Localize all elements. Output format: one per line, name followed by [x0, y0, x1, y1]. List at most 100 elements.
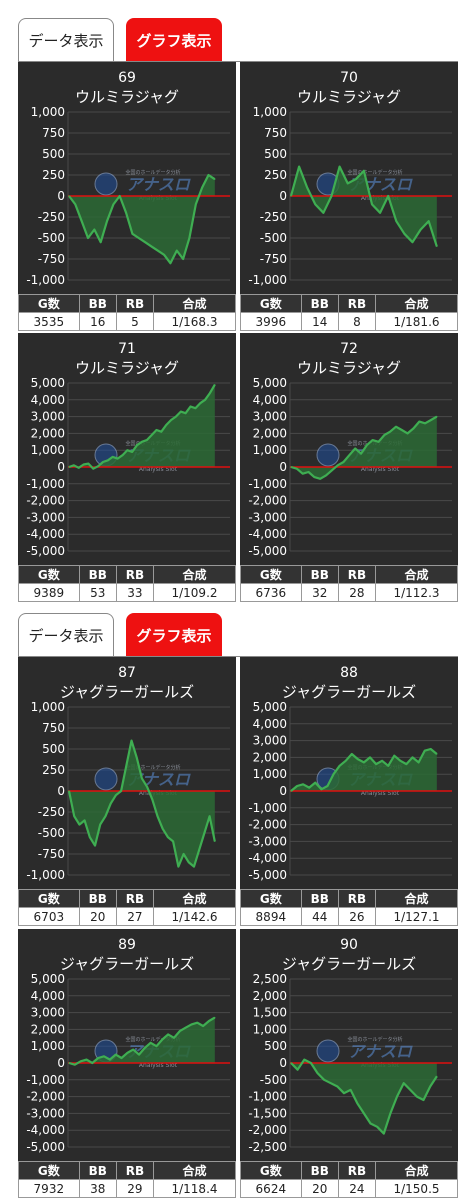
data-point: [165, 424, 167, 426]
machine-panel[interactable]: 72 ウルミラジャグ 5,000 4,000 3,000 2,000 1,000 0 -1,00…: [240, 333, 458, 602]
y-tick-label: -5,000: [26, 544, 65, 558]
data-point: [290, 1062, 292, 1064]
data-point: [179, 1030, 181, 1032]
data-point: [207, 174, 210, 176]
machine-number: 70: [340, 70, 358, 86]
y-tick-label: -2,000: [248, 818, 287, 832]
chart-background: [240, 929, 458, 1161]
stat-rb: 24: [337, 1179, 377, 1198]
data-point: [401, 429, 403, 431]
data-point: [366, 444, 368, 446]
data-point: [151, 798, 153, 800]
stats-header-row: G数 BB RB 合成: [18, 1161, 236, 1180]
data-point: [411, 241, 414, 243]
data-point: [78, 824, 80, 826]
data-point: [173, 1037, 175, 1039]
stats-header-row: G数 BB RB 合成: [240, 565, 458, 584]
stat-rb: 29: [115, 1179, 155, 1198]
data-point: [330, 1082, 332, 1084]
data-point: [74, 1064, 76, 1066]
data-view-tab[interactable]: データ表示: [18, 18, 114, 62]
data-point: [290, 195, 292, 197]
data-point: [141, 777, 143, 779]
data-point: [395, 220, 397, 222]
machine-panel[interactable]: 89 ジャグラーガールズ 5,000 4,000 3,000 2,000 1,000 0 -1,…: [18, 929, 236, 1198]
machine-name: ジャグラーガールズ: [282, 955, 416, 973]
data-point: [303, 1059, 305, 1061]
stat-bb: 20: [78, 907, 117, 926]
chart-background: [18, 62, 236, 294]
series-area: [69, 740, 215, 867]
series-area: [69, 175, 215, 264]
stats-header-cell: RB: [115, 294, 155, 313]
y-tick-label: 2,500: [253, 972, 287, 986]
data-point: [347, 182, 349, 184]
stats-value-row: 7932 38 29 1/118.4: [18, 1179, 236, 1198]
machine-panel[interactable]: 88 ジャグラーガールズ 5,000 4,000 3,000 2,000 1,000 0 -1,…: [240, 657, 458, 926]
data-point: [144, 1047, 146, 1049]
graph-view-tab[interactable]: グラフ表示: [126, 613, 222, 657]
stats-header-row: G数 BB RB 合成: [18, 294, 236, 313]
y-tick-label: -500: [38, 231, 65, 245]
stats-header-row: G数 BB RB 合成: [240, 889, 458, 908]
machine-panel[interactable]: 71 ウルミラジャグ 5,000 4,000 3,000 2,000 1,000 0 -1,00…: [18, 333, 236, 602]
y-tick-label: 500: [264, 147, 287, 161]
data-point: [190, 1023, 193, 1025]
data-point: [110, 803, 112, 805]
machine-number: 71: [118, 341, 136, 357]
machine-panel[interactable]: 90 ジャグラーガールズ 2,500 2,000 1,500 1,000 500 0 -500 -…: [240, 929, 458, 1198]
data-point: [78, 467, 80, 469]
machine-panel[interactable]: 70 ウルミラジャグ 1,000 750 500 250 0 -250 -500 -750 -1,0…: [240, 62, 458, 331]
data-point: [395, 426, 397, 428]
y-tick-label: 1,500: [253, 1006, 287, 1020]
data-point: [203, 832, 205, 834]
data-point: [130, 740, 133, 742]
y-tick-label: 0: [57, 460, 65, 474]
data-point: [436, 753, 438, 755]
data-point: [320, 788, 322, 790]
data-point: [126, 1052, 128, 1054]
data-point: [314, 782, 316, 784]
y-tick-label: 3,000: [253, 410, 287, 424]
data-point: [297, 1069, 299, 1071]
data-point: [185, 1027, 187, 1029]
data-point: [198, 849, 200, 851]
data-point: [214, 178, 216, 180]
data-point: [156, 815, 159, 817]
stat-ratio: 1/127.1: [375, 907, 458, 926]
stats-value-row: 9389 53 33 1/109.2: [18, 583, 236, 602]
data-point: [132, 1049, 134, 1051]
data-point: [331, 469, 333, 471]
graph-view-tab[interactable]: グラフ表示: [126, 18, 222, 62]
machine-name: ジャグラーガールズ: [60, 955, 194, 973]
data-point: [73, 815, 75, 817]
data-point: [345, 760, 347, 762]
series-line: [68, 173, 216, 265]
data-point: [85, 1059, 88, 1061]
data-point: [356, 1102, 358, 1104]
stat-rb: 28: [337, 583, 377, 602]
data-view-tab[interactable]: データ表示: [18, 613, 114, 657]
watermark-small-text: 全国のホールデータ分析: [125, 1036, 180, 1043]
y-tick-label: -4,000: [248, 527, 287, 541]
y-tick-label: 1,000: [253, 767, 287, 781]
data-point: [307, 471, 310, 473]
data-point: [339, 765, 341, 767]
tab-group: データ表示 グラフ表示: [18, 18, 232, 62]
machine-panel[interactable]: 87 ジャグラーガールズ 1,000 750 500 250 0 -250 -500 -750 -1…: [18, 657, 236, 926]
data-point: [290, 790, 292, 792]
data-point: [106, 220, 108, 222]
data-point: [188, 237, 190, 239]
line-chart: 72 ウルミラジャグ 5,000 4,000 3,000 2,000 1,000 0 -1,00…: [240, 333, 458, 565]
data-point: [430, 419, 432, 421]
stat-ratio: 1/150.5: [375, 1179, 458, 1198]
y-tick-label: -1,000: [248, 801, 287, 815]
watermark-name: アナスロ: [348, 1042, 413, 1061]
data-point: [214, 384, 216, 386]
data-point: [383, 434, 385, 436]
data-point: [290, 466, 292, 468]
machine-panel[interactable]: 69 ウルミラジャグ 1,000 750 500 250 0 -250 -500 -750 -1,0…: [18, 62, 236, 331]
y-tick-label: 5,000: [253, 376, 287, 390]
data-point: [73, 464, 75, 466]
